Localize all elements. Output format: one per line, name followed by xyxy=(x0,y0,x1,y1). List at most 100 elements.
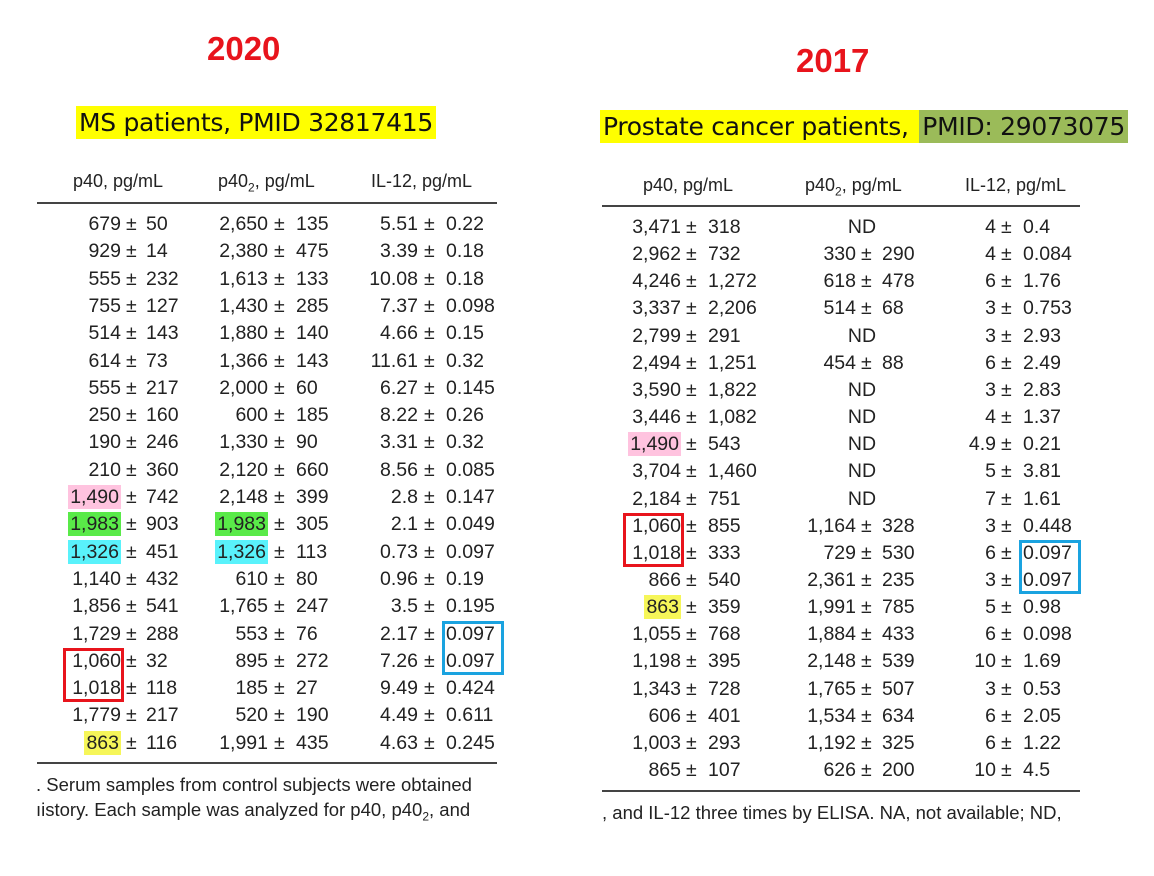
plus-minus-sign: ± xyxy=(274,376,285,399)
cell-p402-value: 2,380 xyxy=(219,240,268,263)
cell-il12-value: 6 xyxy=(985,270,996,293)
plus-minus-sign: ± xyxy=(1001,433,1012,456)
left-header-il12: IL-12, pg/mL xyxy=(371,171,473,191)
cell-il12-value: 6 xyxy=(985,731,996,754)
plus-minus-sign: ± xyxy=(861,623,872,646)
left-caption-line2: ıistory. Each sample was analyzed for p4… xyxy=(36,799,470,824)
cell-il12-sd: 1.22 xyxy=(1023,731,1061,754)
cell-p402-value: 2,120 xyxy=(219,458,268,481)
cell-p40-sd: 1,822 xyxy=(708,378,757,401)
plus-minus-sign: ± xyxy=(274,267,285,290)
cell-p402-value: 553 xyxy=(235,622,268,645)
cell-il12-value: 4.9 xyxy=(968,433,996,456)
cell-il12-value: 8.56 xyxy=(380,458,418,481)
plus-minus-sign: ± xyxy=(274,294,285,317)
plus-minus-sign: ± xyxy=(1001,270,1012,293)
cell-il12-sd: 0.085 xyxy=(446,458,495,481)
cell-p40-value: 865 xyxy=(648,759,681,781)
cell-p40-value: 3,590 xyxy=(632,378,681,401)
cell-p40-value: 210 xyxy=(88,458,121,481)
cell-p402-nd: ND xyxy=(847,487,877,510)
prostate-patients-label: Prostate cancer patients, xyxy=(600,110,920,143)
cell-il12-sd: 0.18 xyxy=(446,240,484,263)
plus-minus-sign: ± xyxy=(861,731,872,754)
right-study-label: Prostate cancer patients, PMID: 29073075 xyxy=(600,110,1128,143)
cell-il12-sd: 0.097 xyxy=(446,649,495,672)
cell-il12-value: 2.1 xyxy=(390,513,418,536)
highlighted-p40-value: 1,983 xyxy=(68,512,121,537)
plus-minus-sign: ± xyxy=(424,404,435,427)
cell-p40-value: 2,962 xyxy=(632,243,681,266)
cell-il12-value: 3 xyxy=(985,514,996,537)
plus-minus-sign: ± xyxy=(126,431,137,454)
plus-minus-sign: ± xyxy=(274,322,285,345)
left-header-p40: p40, pg/mL xyxy=(73,171,164,191)
cell-il12-sd: 0.424 xyxy=(446,677,495,700)
plus-minus-sign: ± xyxy=(1001,460,1012,483)
right-header-p40: p40, pg/mL xyxy=(643,175,734,195)
cell-il12-sd: 0.21 xyxy=(1023,433,1061,456)
cell-p402-sd: 135 xyxy=(296,213,329,235)
cell-p40-value: 555 xyxy=(88,376,121,399)
caption-text: , and xyxy=(429,799,471,820)
cell-p402-sd: 27 xyxy=(296,677,318,700)
cell-p40-sd: 1,082 xyxy=(708,406,757,429)
header-sub: 2 xyxy=(248,180,255,195)
cell-il12-sd: 0.145 xyxy=(446,376,495,399)
cell-p402-value: 1,991 xyxy=(219,731,268,754)
plus-minus-sign: ± xyxy=(861,351,872,374)
plus-minus-sign: ± xyxy=(424,622,435,645)
cell-il12-value: 5.51 xyxy=(380,213,418,235)
plus-minus-sign: ± xyxy=(424,240,435,263)
cell-il12-value: 5 xyxy=(985,596,996,619)
plus-minus-sign: ± xyxy=(686,433,697,456)
cell-p40-sd: 540 xyxy=(708,568,741,591)
plus-minus-sign: ± xyxy=(424,376,435,399)
cell-p402-sd: 247 xyxy=(296,595,329,618)
cell-p40-sd: 232 xyxy=(146,267,179,290)
left-header-p402: p402, pg/mL xyxy=(218,171,315,195)
plus-minus-sign: ± xyxy=(424,458,435,481)
plus-minus-sign: ± xyxy=(686,596,697,619)
cell-p40-value: 1,018 xyxy=(632,541,681,564)
plus-minus-sign: ± xyxy=(126,240,137,263)
plus-minus-sign: ± xyxy=(861,541,872,564)
plus-minus-sign: ± xyxy=(274,404,285,427)
cell-p40-value: 1,060 xyxy=(72,649,121,672)
cell-il12-sd: 0.753 xyxy=(1023,297,1072,320)
left-header-rule xyxy=(37,202,497,204)
cell-il12-value: 3 xyxy=(985,324,996,347)
highlighted-p402-value: 1,983 xyxy=(215,512,268,537)
cell-p40-sd: 751 xyxy=(708,487,741,510)
plus-minus-sign: ± xyxy=(861,596,872,619)
cell-p402-value: 1,430 xyxy=(219,294,268,317)
cell-p402-value: 1,613 xyxy=(219,267,268,290)
cell-p40-value: 866 xyxy=(648,568,681,591)
plus-minus-sign: ± xyxy=(126,567,137,590)
plus-minus-sign: ± xyxy=(686,406,697,429)
cell-p40-value: 679 xyxy=(88,213,121,235)
cell-p40-sd: 293 xyxy=(708,731,741,754)
plus-minus-sign: ± xyxy=(126,595,137,618)
cell-p40-sd: 451 xyxy=(146,540,179,563)
plus-minus-sign: ± xyxy=(126,294,137,317)
cell-p402-value: 2,148 xyxy=(219,486,268,508)
plus-minus-sign: ± xyxy=(274,622,285,645)
plus-minus-sign: ± xyxy=(1001,704,1012,727)
plus-minus-sign: ± xyxy=(126,458,137,481)
plus-minus-sign: ± xyxy=(274,595,285,618)
cell-p402-value: 1,765 xyxy=(807,677,856,700)
cell-il12-sd: 0.611 xyxy=(446,704,494,727)
cell-p402-sd: 185 xyxy=(296,404,329,427)
plus-minus-sign: ± xyxy=(1001,650,1012,673)
cell-p40-value: 1,140 xyxy=(72,567,121,590)
cell-il12-value: 6.27 xyxy=(380,376,418,399)
cell-p402-sd: 88 xyxy=(882,351,904,374)
red-highlight-box xyxy=(623,512,684,567)
cell-p40-sd: 360 xyxy=(146,458,179,481)
plus-minus-sign: ± xyxy=(126,213,137,235)
cell-p402-sd: 90 xyxy=(296,431,318,454)
cell-p402-sd: 328 xyxy=(882,514,915,537)
plus-minus-sign: ± xyxy=(424,595,435,618)
cell-il12-sd: 2.83 xyxy=(1023,378,1061,401)
